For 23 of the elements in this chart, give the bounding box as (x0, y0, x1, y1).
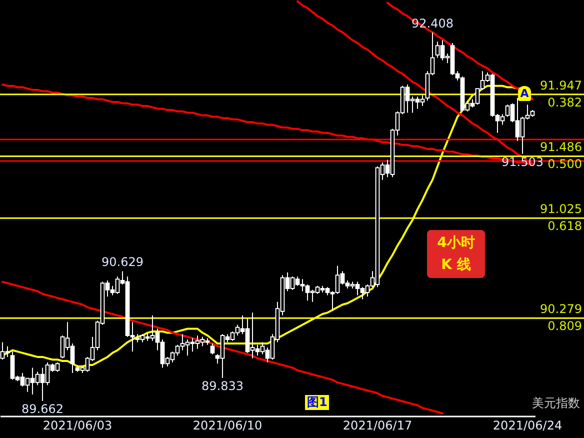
annotation: 4小时 (436, 234, 476, 253)
letter-tag: A (518, 86, 531, 101)
annotation: 91.503 (502, 154, 544, 169)
label-badge: 4小时 K 线 (427, 230, 485, 278)
annotation: 0.382 (548, 95, 582, 110)
ref-line-label: 91.947 (540, 78, 582, 92)
corner-label: 美元指数 (532, 396, 580, 411)
annotation: 89.833 (202, 379, 244, 394)
ref-line-label: 90.279 (540, 302, 582, 316)
ref-line-label: 91.486 (540, 140, 582, 154)
annotation: K 线 (440, 256, 472, 275)
annotation: 0.500 (548, 157, 582, 172)
candlestick (210, 343, 215, 355)
annotation: 0.618 (548, 219, 582, 234)
annotation: 0.809 (548, 319, 582, 334)
annotation: 89.662 (22, 402, 64, 416)
x-tick-label: 2021/06/17 (342, 418, 412, 432)
x-tick-label: 2021/06/03 (42, 418, 112, 432)
tag-label: 图1 (305, 395, 330, 410)
annotation: 90.629 (102, 255, 144, 270)
x-tick-label: 2021/06/24 (492, 418, 562, 432)
ref-line-label: 91.025 (540, 202, 582, 216)
x-tick-label: 2021/06/10 (192, 418, 262, 432)
